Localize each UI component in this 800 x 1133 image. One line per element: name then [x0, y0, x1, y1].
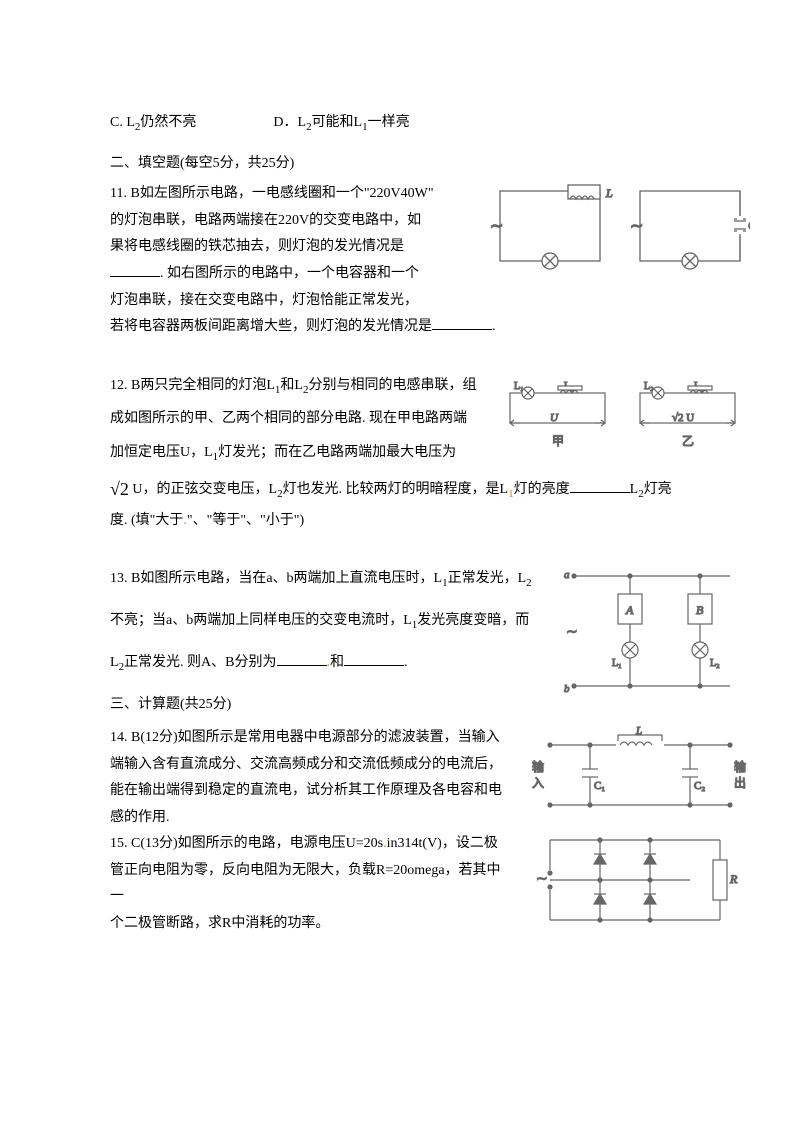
q15-circuit-diagram: ∼	[530, 825, 750, 946]
question-13: 13. B如图所示电路，当在a、b两端加上直流电压时，L1正常发光，L2 不亮；…	[110, 558, 690, 684]
svg-text:L₁: L₁	[612, 658, 622, 669]
q13-line: L2正常发光. 则A、B分别为.和.	[110, 642, 550, 684]
svg-text:∼: ∼	[566, 625, 578, 640]
option-d: D．L2可能和L1一样亮	[273, 110, 409, 137]
q15-line: 15. C(13分)如图所示的电路，电源电压U=20s.in314t(V)，设二…	[110, 831, 510, 858]
question-14: 14. B(12分)如图所示是常用电器中电源部分的滤波装置，当输入 端输入含有直…	[110, 725, 690, 938]
svg-text:L₂: L₂	[710, 658, 720, 669]
svg-text:输: 输	[734, 759, 746, 774]
q12-line: 12. B两只完全相同的灯泡L1和L2分别与相同的电感串联，组	[110, 369, 500, 403]
q14-line: 端输入含有直流成分、交流高频成分和交流低频成分的电流后，	[110, 752, 510, 779]
svg-text:C: C	[748, 218, 750, 232]
q13-line: 不亮；当a、b两端加上同样电压的交变电流时，L1发光亮度变暗，而	[110, 600, 550, 642]
svg-text:R: R	[729, 872, 738, 886]
q14-line: 感的作用.	[110, 805, 510, 832]
question-12: 12. B两只完全相同的灯泡L1和L2分别与相同的电感串联，组 成如图所示的甲、…	[110, 369, 690, 535]
q11-line: 的灯泡串联，电路两端接在220V的交变电路中，如	[110, 208, 440, 235]
q11-line: 灯泡串联，接在交变电路中，灯泡恰能正常发光，	[110, 288, 440, 315]
q11-circuit-diagram: L ∼ ∼	[490, 181, 750, 302]
svg-text:B: B	[696, 603, 704, 617]
svg-text:出: 出	[734, 776, 746, 790]
question-15: 15. C(13分)如图所示的电路，电源电压U=20s.in314t(V)，设二…	[110, 831, 510, 937]
q12-circuit-diagram: L₁ L₁ U 甲 L₂ L₂	[500, 373, 750, 474]
svg-text:C₂: C₂	[694, 780, 705, 792]
q11-line: . 如右图所示的电路中，一个电容器和一个	[110, 261, 440, 288]
svg-text:√2 U: √2 U	[672, 412, 694, 424]
svg-text:L: L	[605, 186, 613, 200]
option-line: C. L2仍然不亮 D．L2可能和L1一样亮	[110, 110, 690, 137]
svg-text:b: b	[564, 683, 570, 695]
svg-text:A: A	[625, 603, 634, 617]
svg-text:∼: ∼	[630, 218, 643, 235]
q14-circuit-diagram: L C₁ C₂ 输 入 输 出	[530, 725, 750, 836]
q11-line: 11. B如左图所示电路，一电感线圈和一个"220V40W"	[110, 181, 440, 208]
svg-text:L: L	[635, 725, 642, 737]
svg-text:输: 输	[532, 759, 544, 774]
q11-line: 果将电感线圈的铁芯抽去，则灯泡的发光情况是	[110, 234, 440, 261]
svg-text:C₁: C₁	[594, 780, 605, 792]
section-2-title: 二、填空题(每空5分，共25分)	[110, 151, 690, 178]
svg-text:∼: ∼	[536, 872, 548, 887]
q12-line: 成如图所示的甲、乙两个相同的部分电路. 现在甲电路两端	[110, 402, 500, 436]
svg-text:甲: 甲	[552, 434, 564, 448]
q15-line: 管正向电阻为零，反向电阻为无限大，负载R=20omega，若其中一	[110, 858, 510, 911]
q12-after-line: 度. (填"大于."、"等于"、"小于")	[110, 508, 690, 535]
option-c: C. L2仍然不亮	[110, 110, 196, 137]
q12-line: 加恒定电压U，L1灯发光；而在乙电路两端加最大电压为	[110, 436, 500, 470]
svg-text:∼: ∼	[490, 218, 503, 235]
svg-text:入: 入	[532, 776, 544, 790]
q15-line: 个二极管断路，求R中消耗的功率。	[110, 911, 510, 938]
q13-line: 13. B如图所示电路，当在a、b两端加上直流电压时，L1正常发光，L2	[110, 558, 550, 600]
svg-text:a: a	[564, 569, 570, 581]
question-11: 11. B如左图所示电路，一电感线圈和一个"220V40W" 的灯泡串联，电路两…	[110, 181, 690, 341]
svg-text:U: U	[550, 412, 559, 424]
svg-text:乙: 乙	[682, 434, 694, 448]
q12-after-line: √2 U，的正弦交变电压，L2灯也发光. 比较两灯的明暗程度，是L1灯的亮度L2…	[110, 472, 690, 506]
q14-line: 能在输出端得到稳定的直流电，试分析其工作原理及各电容和电	[110, 778, 510, 805]
q11-line-end: 若将电容器两板间距离增大些，则灯泡的发光情况是.	[110, 314, 690, 341]
q14-line: 14. B(12分)如图所示是常用电器中电源部分的滤波装置，当输入	[110, 725, 510, 752]
q13-circuit-diagram: a b ∼ A L₁	[560, 564, 750, 715]
